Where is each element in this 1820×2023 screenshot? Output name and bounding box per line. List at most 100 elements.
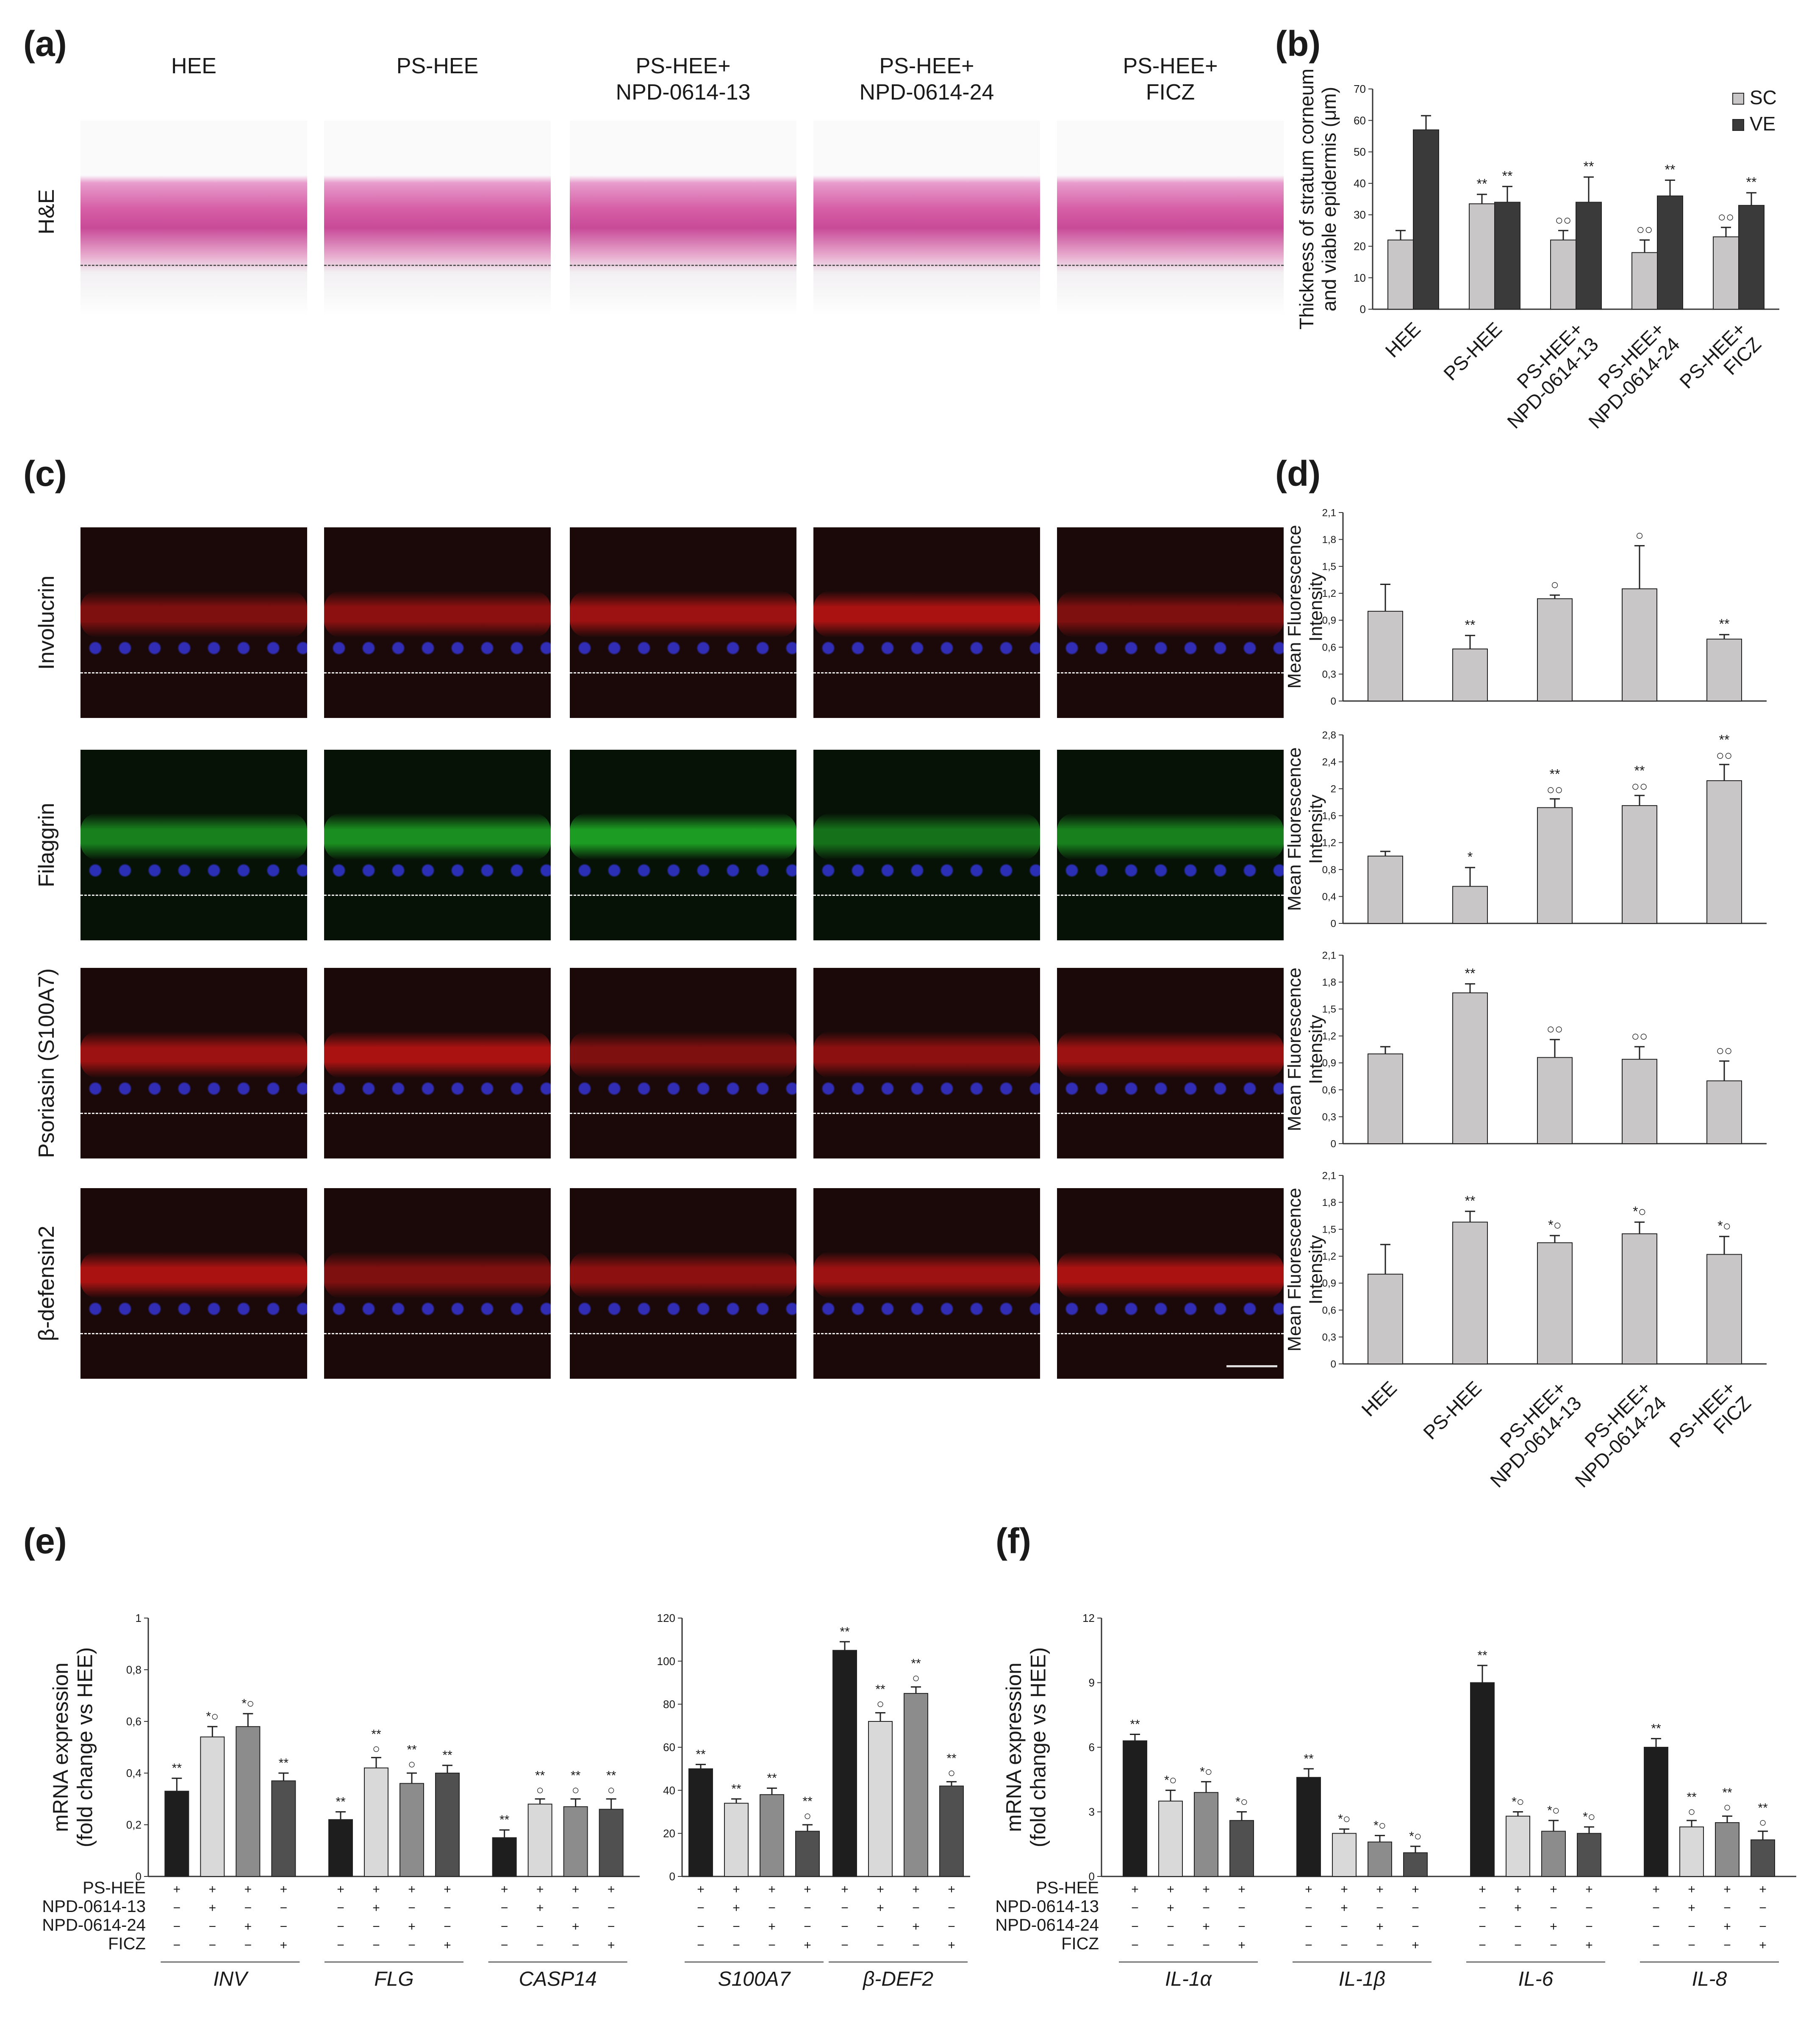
treatment-sign: − (1131, 1938, 1139, 1952)
he-micrograph (80, 121, 307, 316)
treatment-sign: + (877, 1882, 884, 1896)
legend-label: VE (1750, 113, 1776, 135)
treatment-sign: − (1652, 1920, 1660, 1934)
column-title: PS-HEE+ NPD-0614-24 (859, 54, 994, 105)
stained-layer (813, 813, 1040, 860)
significance-mark: * (1468, 849, 1473, 865)
nuclei-layer (324, 1080, 551, 1097)
treatment-sign: − (408, 1938, 416, 1952)
y-tick-label: 100 (657, 1655, 675, 1668)
treatment-sign: + (912, 1882, 920, 1896)
significance-mark: ** ○ (371, 1727, 381, 1756)
stained-layer (324, 591, 551, 637)
treatment-sign: + (209, 1882, 216, 1896)
treatment-sign: − (536, 1938, 544, 1952)
y-tick-label: 120 (657, 1614, 675, 1624)
bar (328, 1819, 353, 1877)
significance-mark: ** (696, 1748, 706, 1762)
x-tick-label: HEE (1357, 1377, 1401, 1421)
significance-mark: ** (1477, 176, 1487, 191)
stained-layer (813, 591, 1040, 637)
treatment-sign: + (1238, 1938, 1246, 1952)
y-tick-label: 20 (1354, 240, 1366, 253)
significance-mark: ** (731, 1782, 741, 1796)
y-tick-label: 20 (663, 1827, 675, 1840)
gene-label: IL-1β (1339, 1968, 1385, 1990)
treatment-sign: − (444, 1901, 451, 1915)
treatment-row-label: FICZ (1061, 1934, 1099, 1953)
if-row-label: Filaggrin (34, 803, 59, 887)
bar (1679, 1826, 1704, 1877)
treatment-sign: − (732, 1920, 740, 1934)
significance-mark: ○ (1551, 577, 1559, 592)
bar (1577, 1833, 1601, 1877)
treatment-sign: − (173, 1920, 181, 1934)
fluorescence-micrograph (570, 968, 796, 1158)
treatment-sign: + (804, 1882, 811, 1896)
fluorescence-micrograph (1057, 1188, 1284, 1379)
chart-d-involucrin: 0 0,3 0,6 0,9 1,2 1,5 1,8 2,1 Mean Fluorescence I… (1284, 508, 1767, 707)
significance-mark: *○ (206, 1710, 219, 1724)
treatment-sign: − (1759, 1920, 1767, 1934)
bar (1537, 1242, 1573, 1365)
panel-label-f: (f) (996, 1521, 1031, 1561)
significance-mark: ** ○ (875, 1682, 885, 1711)
x-tick-label: PS-HEE+NPD-0614-13 (1486, 1377, 1586, 1491)
panel-label-d: (d) (1275, 454, 1321, 493)
y-tick-label: 0,9 (1322, 1058, 1336, 1069)
nuclei-layer (1057, 1300, 1284, 1317)
treatment-sign: − (173, 1901, 181, 1915)
treatment-sign: − (1479, 1901, 1486, 1915)
treatment-sign: − (280, 1920, 288, 1934)
fluorescence-micrograph (80, 527, 307, 718)
basement-line (80, 1333, 307, 1334)
nuclei-layer (813, 1080, 1040, 1097)
significance-mark: ** (1651, 1722, 1661, 1736)
basement-line (324, 895, 551, 896)
treatment-sign: − (948, 1920, 955, 1934)
treatment-sign: − (1412, 1901, 1419, 1915)
y-tick-label: 0,3 (1322, 1332, 1336, 1343)
gene-label: IL-6 (1518, 1968, 1554, 1990)
treatment-sign: − (804, 1901, 811, 1915)
significance-mark: ** (442, 1749, 452, 1763)
treatment-sign: − (1305, 1901, 1312, 1915)
treatment-sign: + (1585, 1938, 1593, 1952)
treatment-sign: + (1688, 1882, 1695, 1896)
treatment-sign: + (1550, 1882, 1557, 1896)
significance-mark: ** (1465, 617, 1476, 632)
treatment-row-label: NPD-0614-13 (996, 1897, 1099, 1916)
y-tick-label: 2,1 (1322, 951, 1336, 961)
basement-line (813, 1333, 1040, 1334)
bar (1452, 886, 1488, 924)
treatment-sign: − (1376, 1938, 1384, 1952)
axis-label-line: Mean Fluorescence (1284, 747, 1305, 911)
significance-mark: ** ○ (1758, 1801, 1768, 1830)
basement-line (813, 1113, 1040, 1114)
treatment-sign: − (501, 1920, 508, 1934)
y-tick-label: 1,8 (1322, 977, 1336, 988)
bar (1332, 1833, 1357, 1877)
treatment-sign: + (1376, 1920, 1384, 1934)
panel-label-a: (a) (23, 24, 67, 64)
y-tick-label: 50 (1354, 146, 1366, 158)
fluorescence-micrograph (813, 750, 1040, 940)
y-axis-label: Mean Fluorescence Intensity (1284, 967, 1326, 1131)
bar (1494, 202, 1520, 310)
treatment-sign: − (1652, 1938, 1660, 1952)
significance-mark: ** ○ (606, 1769, 616, 1798)
nuclei-layer (80, 1080, 307, 1097)
stained-layer (80, 1031, 307, 1078)
treatment-sign: − (1479, 1938, 1486, 1952)
significance-mark: ** ○○ (1631, 763, 1648, 794)
stained-layer (813, 1252, 1040, 1298)
y-tick-label: 60 (1354, 114, 1366, 127)
bar (904, 1693, 928, 1877)
y-tick-label: 80 (663, 1698, 675, 1710)
y-tick-label: 0,4 (1322, 891, 1336, 903)
treatment-sign: + (408, 1920, 416, 1934)
treatment-sign: + (1340, 1882, 1348, 1896)
basement-line (570, 672, 796, 673)
treatment-sign: + (1759, 1938, 1767, 1952)
gene-label: IL-1α (1165, 1968, 1212, 1990)
